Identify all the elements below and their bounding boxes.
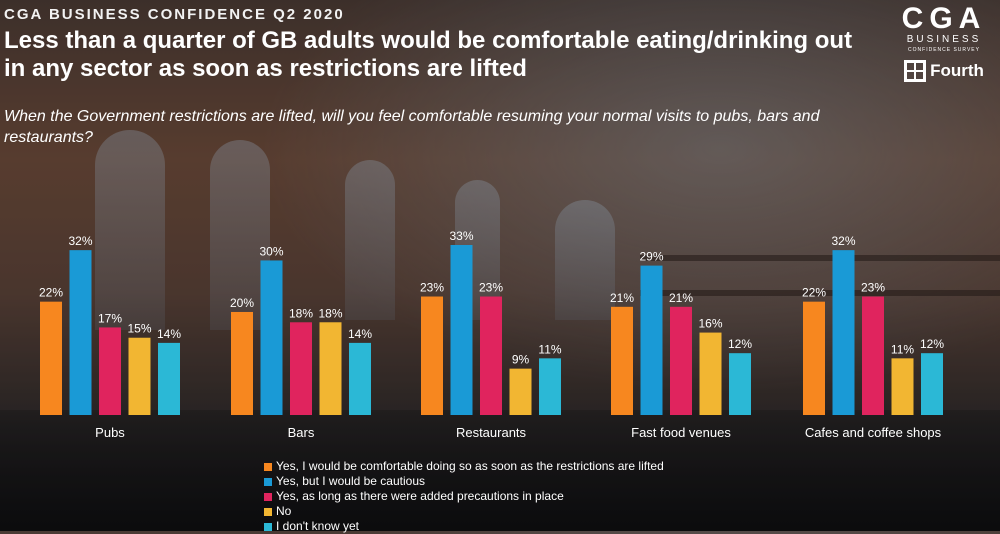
background-window	[95, 130, 165, 330]
bar-value-label: 33%	[449, 229, 473, 243]
bar	[699, 332, 722, 415]
bar	[421, 296, 443, 415]
bar	[611, 306, 633, 415]
logo-subtitle: BUSINESS	[906, 34, 982, 45]
category-label: Cafes and coffee shops	[805, 425, 942, 440]
bar-value-label: 22%	[802, 286, 826, 300]
report-kicker: CGA BUSINESS CONFIDENCE Q2 2020	[4, 6, 345, 23]
bar-value-label: 14%	[157, 327, 181, 341]
legend-item: Yes, I would be comfortable doing so as …	[264, 459, 664, 474]
fourth-logo: Fourth	[896, 60, 992, 82]
legend-item: Yes, but I would be cautious	[264, 474, 664, 489]
bar	[539, 358, 561, 415]
bar-value-label: 23%	[861, 281, 885, 295]
legend-item: I don't know yet	[264, 519, 664, 534]
bar	[349, 342, 371, 415]
cga-logo: CGA BUSINESS CONFIDENCE SURVEY Fourth	[896, 4, 992, 82]
bar-value-label: 12%	[920, 337, 944, 351]
chart-legend: Yes, I would be comfortable doing so as …	[264, 459, 664, 534]
background-window	[555, 200, 615, 320]
category-label: Restaurants	[456, 425, 527, 440]
background-window	[345, 160, 395, 320]
bar-value-label: 23%	[420, 281, 444, 295]
bar-value-label: 20%	[230, 296, 254, 310]
bar	[509, 368, 532, 415]
bar-value-label: 9%	[512, 353, 530, 367]
bar-value-label: 32%	[831, 234, 855, 248]
legend-label: I don't know yet	[276, 519, 360, 533]
bar	[40, 301, 62, 415]
bar-value-label: 11%	[891, 342, 914, 356]
legend-label: Yes, I would be comfortable doing so as …	[276, 459, 664, 473]
bar	[891, 358, 914, 415]
bar-value-label: 29%	[639, 250, 663, 264]
legend-item: No	[264, 504, 664, 519]
bar	[670, 306, 692, 415]
bar	[69, 250, 92, 415]
background-shelf	[640, 255, 1000, 261]
survey-question: When the Government restrictions are lif…	[4, 108, 820, 146]
background-window	[210, 140, 270, 330]
bar	[450, 245, 473, 415]
bar-value-label: 30%	[259, 244, 283, 258]
bar	[640, 265, 663, 415]
bar-value-label: 21%	[669, 291, 693, 305]
bar-value-label: 11%	[538, 342, 561, 356]
bar	[729, 353, 751, 415]
bar	[99, 327, 121, 415]
bar	[803, 301, 825, 415]
bar-value-label: 21%	[610, 291, 634, 305]
bar	[480, 296, 502, 415]
fourth-logo-icon	[904, 60, 927, 82]
category-label: Bars	[288, 425, 315, 440]
bar	[231, 311, 253, 415]
bar-value-label: 16%	[698, 317, 722, 331]
background-floor	[0, 410, 1000, 531]
bar	[260, 260, 283, 415]
bar-value-label: 14%	[348, 327, 372, 341]
legend-swatch	[264, 477, 272, 486]
logo-wordmark: CGA	[901, 2, 987, 35]
legend-swatch	[264, 462, 272, 471]
legend-label: No	[276, 504, 292, 518]
legend-swatch	[264, 522, 272, 531]
bar	[921, 353, 943, 415]
bar-value-label: 32%	[68, 234, 92, 248]
bar	[319, 322, 342, 415]
bar	[862, 296, 884, 415]
bar	[158, 342, 180, 415]
legend-swatch	[264, 492, 272, 501]
category-label: Pubs	[95, 425, 125, 440]
bar	[128, 337, 151, 415]
bar-value-label: 23%	[479, 281, 503, 295]
bar-value-label: 18%	[289, 306, 313, 320]
legend-label: Yes, but I would be cautious	[276, 474, 425, 488]
legend-swatch	[264, 507, 272, 516]
category-label: Fast food venues	[631, 425, 731, 440]
bar	[290, 322, 312, 415]
fourth-logo-text: Fourth	[930, 61, 984, 80]
legend-item: Yes, as long as there were added precaut…	[264, 489, 664, 504]
bar-value-label: 18%	[318, 306, 342, 320]
legend-label: Yes, as long as there were added precaut…	[276, 489, 564, 503]
bar-value-label: 22%	[39, 286, 63, 300]
page-title: Less than a quarter of GB adults would b…	[4, 27, 853, 82]
bar-value-label: 17%	[98, 311, 122, 325]
background-shelf	[640, 290, 1000, 296]
bar-value-label: 12%	[728, 337, 752, 351]
logo-subtitle-small: CONFIDENCE SURVEY	[908, 47, 980, 53]
bar	[832, 250, 855, 415]
bar-value-label: 15%	[127, 322, 151, 336]
